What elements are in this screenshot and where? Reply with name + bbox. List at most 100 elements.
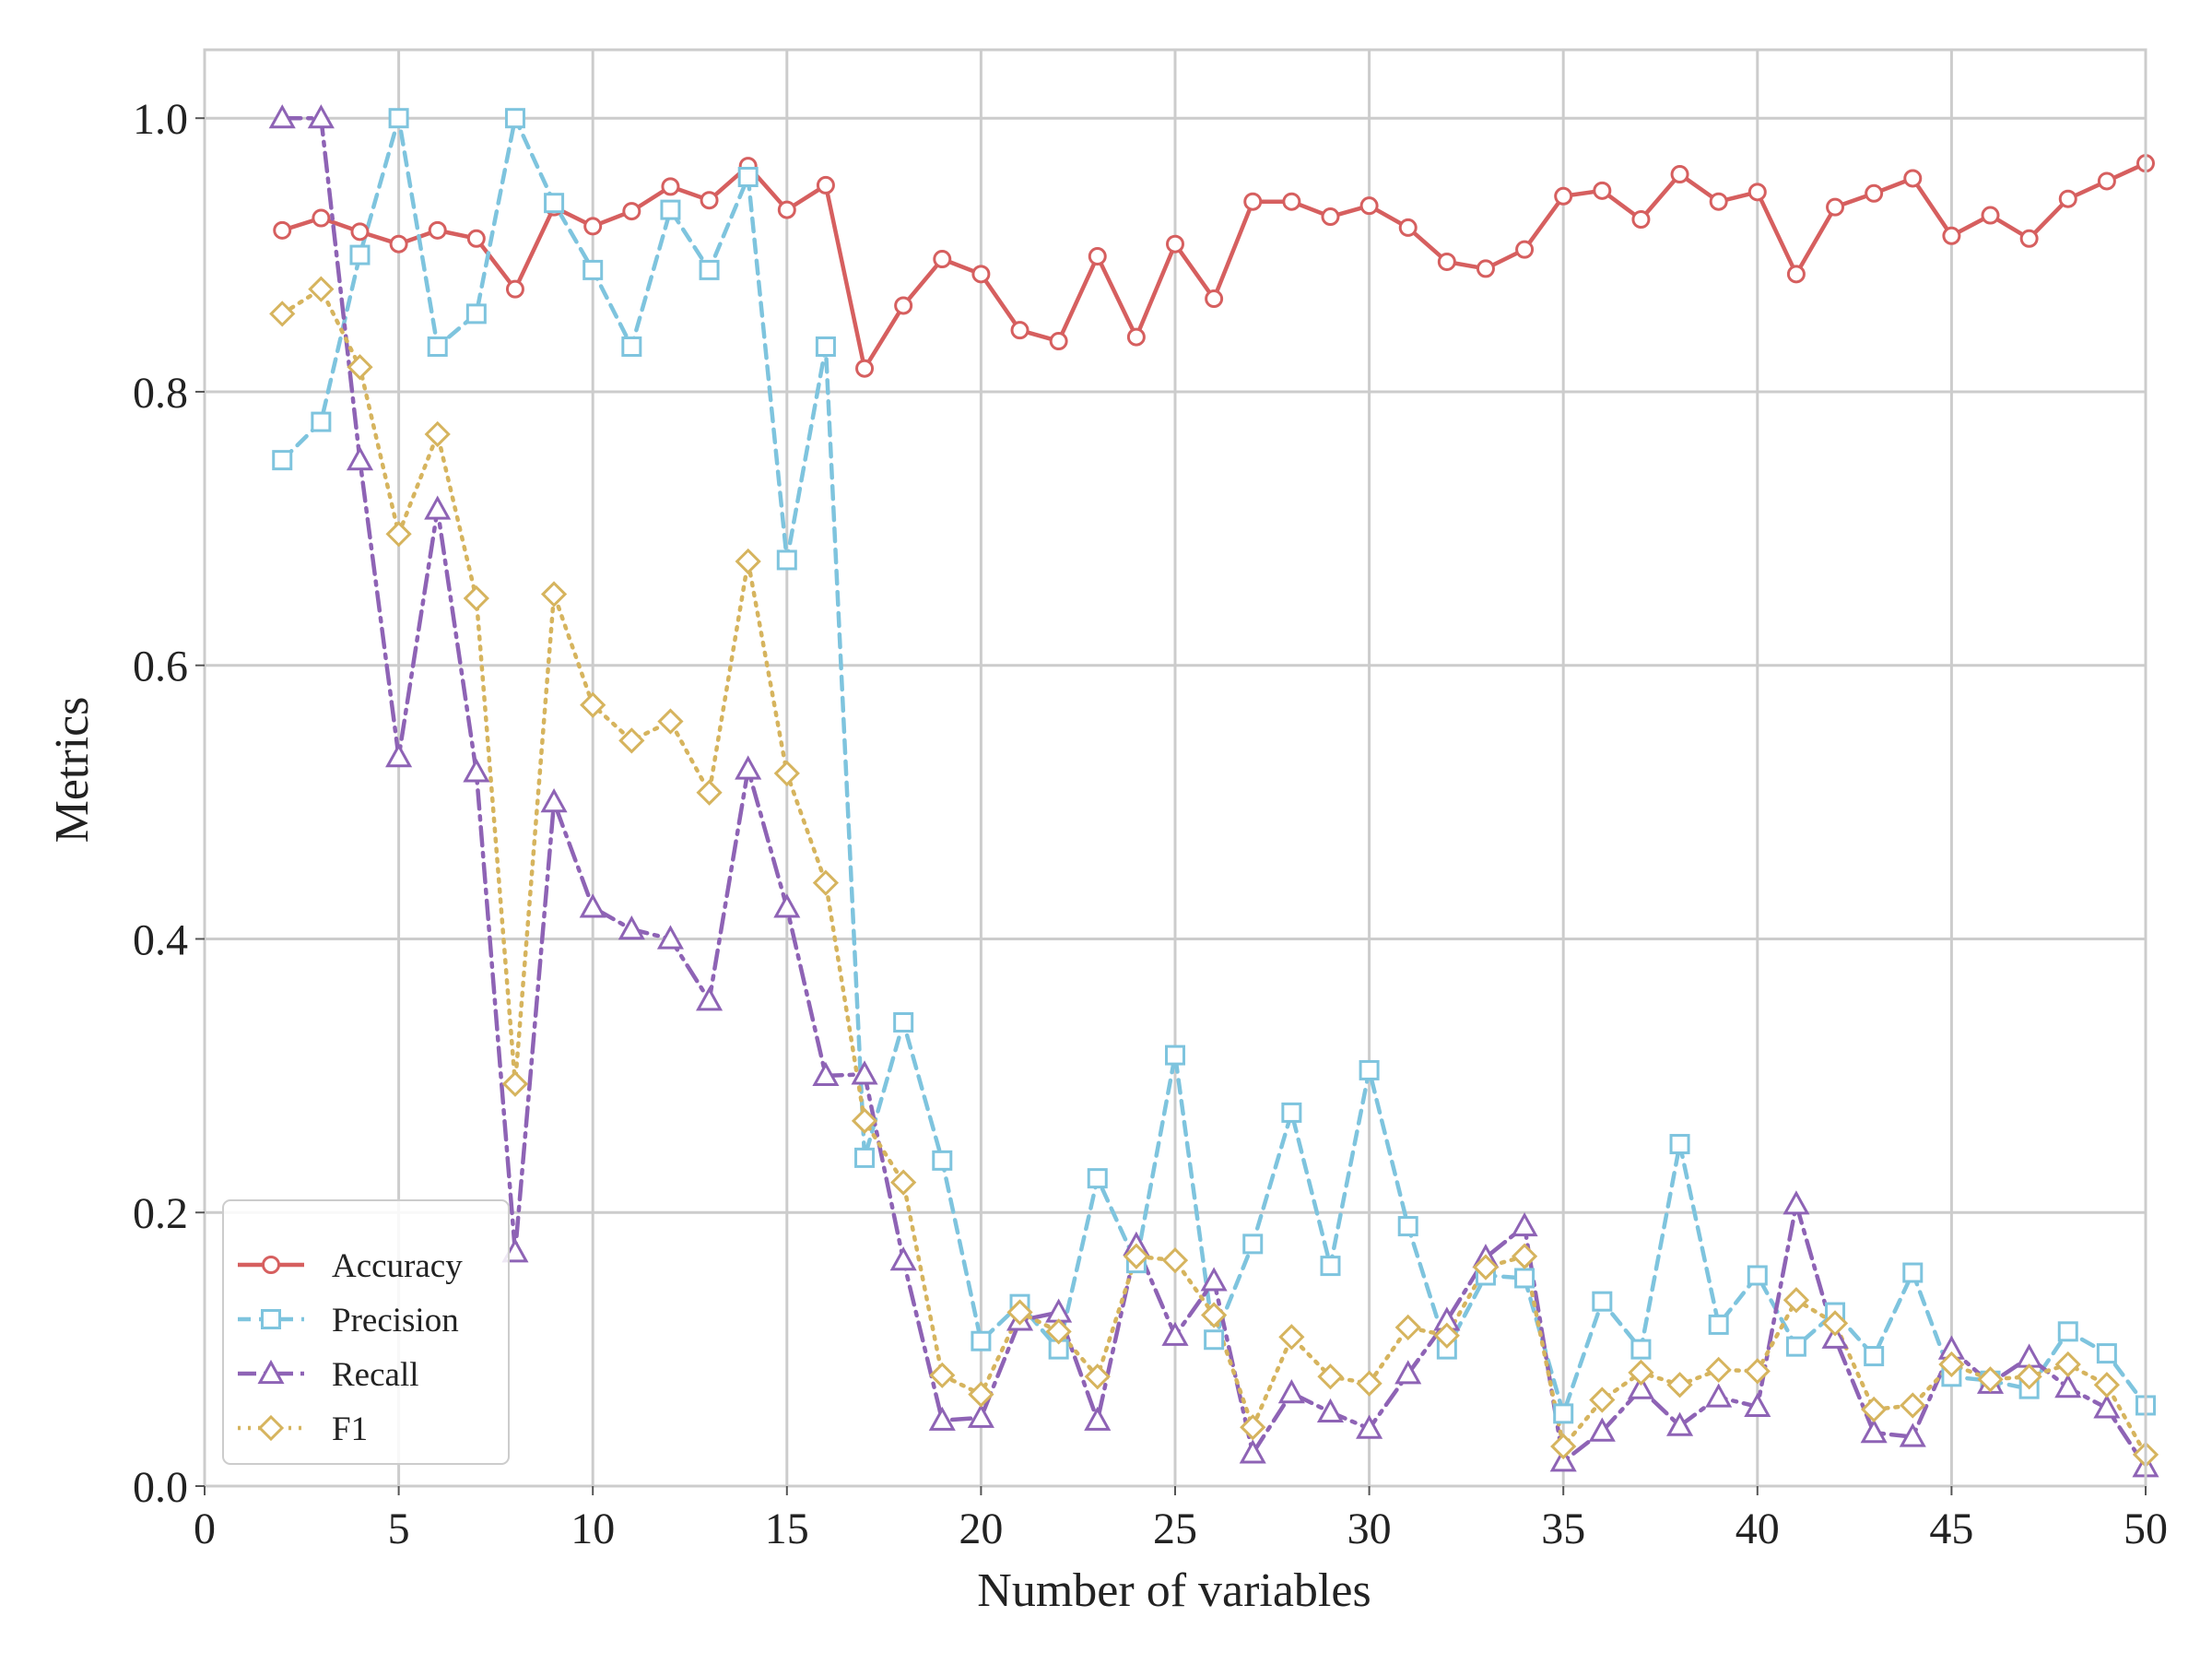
recall-data-point	[424, 495, 452, 520]
precision-data-point	[311, 411, 332, 432]
recall-data-point	[618, 915, 645, 940]
accuracy-data-point	[1010, 321, 1030, 340]
f1-data-point	[269, 301, 296, 327]
f1-data-point	[1433, 1322, 1460, 1349]
f1-data-point	[1628, 1359, 1654, 1386]
accuracy-data-point	[350, 222, 370, 242]
accuracy-data-point	[2097, 171, 2116, 191]
accuracy-data-point	[855, 359, 875, 378]
recall-data-point	[463, 758, 490, 783]
accuracy-data-point	[1282, 192, 1301, 211]
accuracy-data-point	[894, 296, 913, 315]
accuracy-data-point	[1243, 192, 1263, 211]
precision-data-point	[272, 450, 293, 471]
accuracy-data-point	[816, 175, 835, 195]
f1-data-point	[1705, 1356, 1732, 1383]
accuracy-data-point	[1359, 196, 1379, 216]
recall-data-point	[735, 755, 762, 780]
f1-data-point	[2054, 1351, 2081, 1378]
precision-data-point	[776, 549, 797, 571]
recall-data-point	[1084, 1406, 1112, 1431]
recall-data-point	[1239, 1439, 1266, 1464]
recall-data-point	[889, 1246, 917, 1271]
recall-data-point	[1860, 1419, 1888, 1444]
recall-data-point	[1549, 1447, 1577, 1472]
y-tick-label: 0.4	[133, 915, 188, 964]
recall-data-point	[1666, 1411, 1694, 1436]
f1-data-point	[2093, 1372, 2121, 1398]
f1-data-point	[347, 354, 373, 381]
y-tick-label: 0.0	[133, 1463, 188, 1512]
f1-data-point	[696, 779, 723, 806]
legend: Accuracy Precision Recall F1	[222, 1199, 510, 1465]
axis-ticks: 0 5 10 15 20 25 30 35 40 45 50 0.0 0.2 0.4 0.6 0.8 1.0	[133, 95, 2168, 1553]
precision-data-point	[893, 1011, 914, 1033]
recall-data-point	[1899, 1422, 1926, 1447]
y-tick-label: 1.0	[133, 95, 188, 144]
f1-data-point	[1472, 1254, 1500, 1280]
recall-data-point	[268, 104, 296, 129]
accuracy-data-point	[1515, 240, 1535, 259]
recall-data-point	[1588, 1417, 1616, 1442]
accuracy-data-point	[1554, 186, 1573, 206]
recall-data-point	[2054, 1374, 2082, 1398]
f1-data-point	[1977, 1366, 2004, 1393]
precision-data-point	[1902, 1262, 1924, 1283]
f1-data-point	[501, 1070, 529, 1097]
f1-data-point	[735, 548, 761, 575]
recall-data-point	[1356, 1414, 1383, 1439]
series-markers	[268, 104, 2159, 1478]
f1-data-point	[540, 581, 568, 608]
y-axis-label: Metrics	[46, 697, 99, 844]
x-tick-label: 15	[765, 1505, 809, 1553]
precision-data-point	[388, 108, 409, 129]
accuracy-data-point	[1865, 183, 1884, 203]
recall-data-point	[1627, 1375, 1654, 1399]
recall-data-point	[812, 1061, 840, 1086]
f1-data-point	[1589, 1387, 1616, 1413]
precision-data-point	[737, 166, 759, 187]
x-tick-label: 30	[1347, 1505, 1392, 1553]
precision-data-point	[1281, 1102, 1302, 1123]
precision-data-point	[932, 1150, 953, 1171]
accuracy-data-point	[273, 220, 292, 240]
f1-data-point	[1666, 1372, 1693, 1398]
accuracy-data-point	[1126, 327, 1146, 347]
accuracy-data-point	[1670, 165, 1689, 184]
accuracy-data-point	[2019, 229, 2039, 248]
f1-data-point	[1045, 1318, 1072, 1345]
f1-data-point	[618, 727, 645, 754]
legend-marker-accuracy	[262, 1256, 280, 1274]
accuracy-data-point	[661, 177, 680, 196]
x-tick-label: 20	[959, 1505, 1003, 1553]
f1-data-point	[1278, 1324, 1305, 1351]
precision-data-point	[1553, 1403, 1574, 1424]
precision-data-point	[2057, 1321, 2078, 1342]
recall-data-point	[773, 893, 801, 918]
x-tick-label: 0	[194, 1505, 216, 1553]
x-tick-label: 35	[1541, 1505, 1585, 1553]
precision-data-point	[1165, 1044, 1185, 1066]
accuracy-data-point	[1747, 183, 1767, 202]
f1-data-point	[1938, 1351, 1965, 1378]
accuracy-data-point	[428, 220, 447, 240]
accuracy-data-point	[1166, 234, 1184, 254]
f1-data-point	[1006, 1299, 1033, 1326]
f1-data-point	[1900, 1392, 1926, 1419]
f1-data-point	[812, 869, 840, 896]
f1-data-point	[1084, 1363, 1111, 1390]
recall-data-point	[1277, 1379, 1305, 1404]
accuracy-data-point	[622, 202, 641, 221]
accuracy-data-point	[1903, 169, 1923, 188]
accuracy-data-point	[1709, 192, 1728, 211]
f1-data-point	[1123, 1243, 1150, 1269]
accuracy-data-point	[777, 200, 796, 219]
precision-data-point	[621, 336, 642, 357]
f1-data-point	[773, 760, 800, 787]
accuracy-data-point	[1826, 197, 1845, 217]
f1-data-point	[1161, 1247, 1189, 1274]
x-tick-label: 25	[1153, 1505, 1197, 1553]
f1-data-point	[1783, 1287, 1810, 1314]
legend-marker-recall	[257, 1359, 285, 1385]
recall-data-point	[1511, 1211, 1538, 1237]
